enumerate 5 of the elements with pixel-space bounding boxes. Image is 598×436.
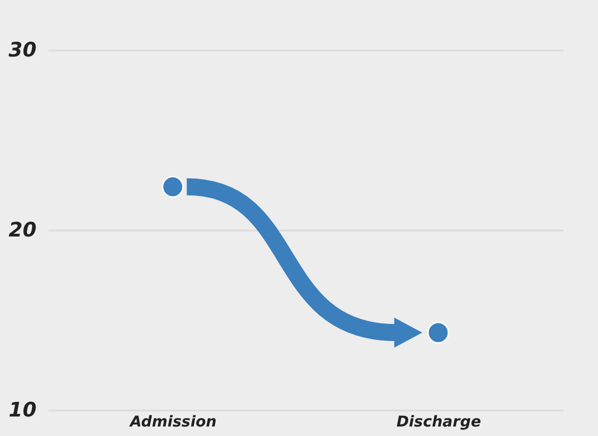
x-tick-label: Discharge: [396, 412, 481, 430]
y-tick-label: 20: [8, 218, 37, 242]
y-tick-label: 10: [8, 398, 37, 422]
y-tick-label: 30: [8, 38, 37, 62]
x-tick-label: Admission: [128, 412, 217, 430]
